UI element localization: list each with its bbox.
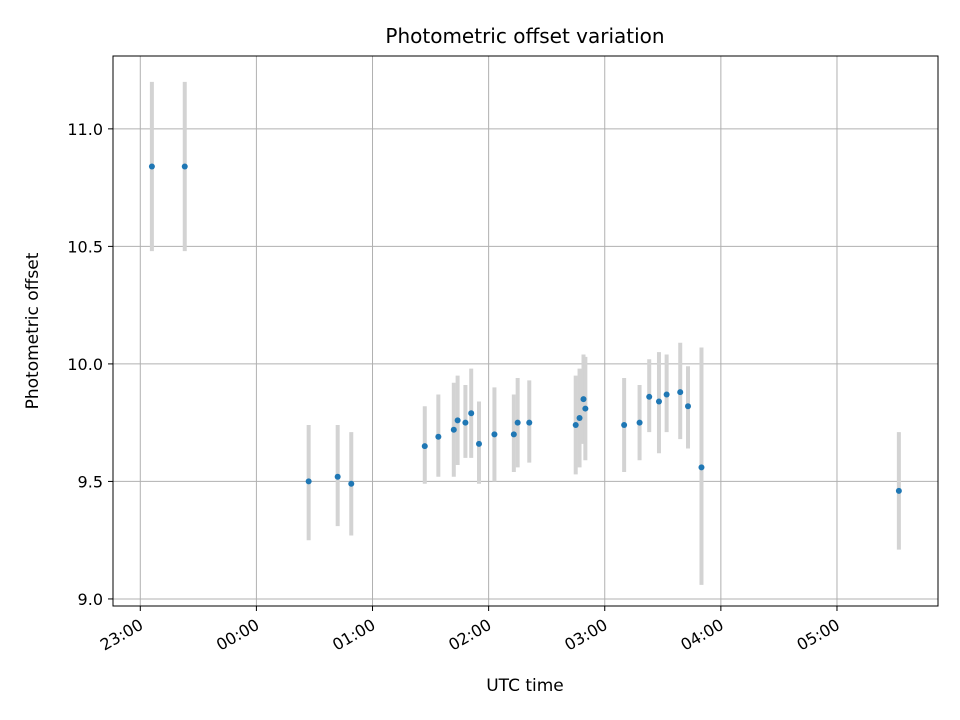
data-points — [148, 163, 902, 494]
data-point — [334, 473, 341, 480]
plot-frame — [112, 55, 939, 607]
data-point — [621, 422, 628, 429]
data-point — [663, 391, 670, 398]
data-point — [181, 163, 188, 170]
x-axis-label: UTC time — [486, 676, 564, 696]
y-tick-label: 10.5 — [67, 237, 103, 256]
data-point — [468, 410, 475, 417]
data-point — [305, 478, 312, 485]
y-axis-label: Photometric offset — [23, 252, 43, 409]
data-point — [475, 440, 482, 447]
data-point — [572, 422, 579, 429]
data-point — [677, 389, 684, 396]
data-point — [698, 464, 705, 471]
data-point — [655, 398, 662, 405]
data-point — [454, 417, 461, 424]
data-point — [895, 487, 902, 494]
data-point — [435, 433, 442, 440]
data-point — [510, 431, 517, 438]
data-point — [582, 405, 589, 412]
data-point — [462, 419, 469, 426]
data-point — [646, 393, 653, 400]
y-axis: 9.0 9.5 10.0 10.5 11.0 — [67, 120, 113, 609]
data-point — [450, 426, 457, 433]
y-tick-label: 9.5 — [78, 472, 103, 491]
data-point — [148, 163, 155, 170]
data-point — [348, 480, 355, 487]
data-point — [421, 443, 428, 450]
grid — [113, 56, 938, 606]
y-tick-label: 11.0 — [67, 120, 103, 139]
data-point — [491, 431, 498, 438]
data-point — [514, 419, 521, 426]
chart-title: Photometric offset variation — [385, 24, 664, 48]
data-point — [526, 419, 533, 426]
y-tick-label: 9.0 — [78, 590, 103, 609]
data-point — [636, 419, 643, 426]
data-point — [576, 414, 583, 421]
y-tick-label: 10.0 — [67, 355, 103, 374]
data-point — [580, 396, 587, 403]
data-point — [685, 403, 692, 410]
